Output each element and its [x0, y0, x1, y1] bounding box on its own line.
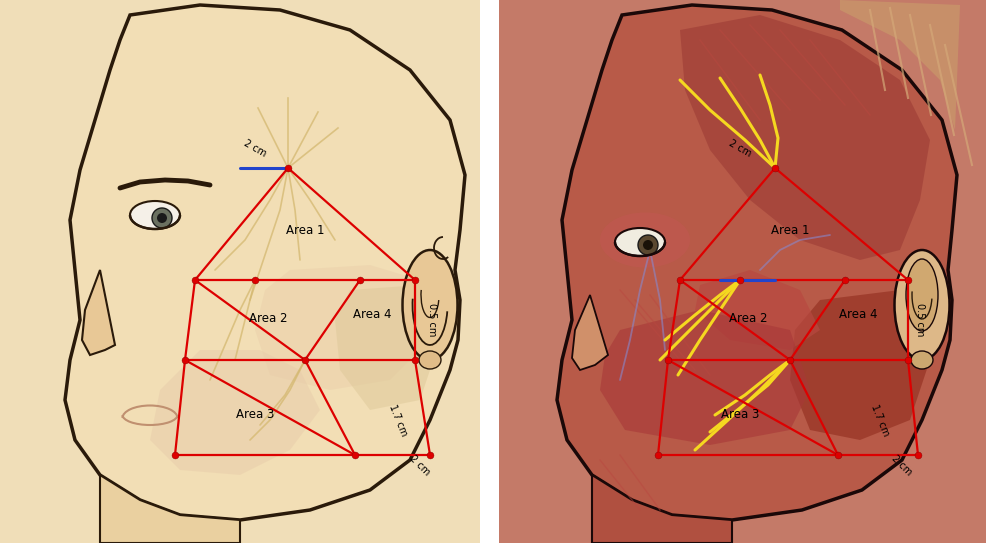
Text: 2 cm: 2 cm — [408, 453, 432, 477]
Ellipse shape — [600, 212, 690, 268]
Polygon shape — [65, 5, 465, 520]
Ellipse shape — [638, 235, 658, 255]
Polygon shape — [600, 310, 810, 445]
Text: Area 3: Area 3 — [236, 408, 274, 421]
Polygon shape — [82, 270, 115, 355]
Text: 1.7 cm: 1.7 cm — [869, 403, 891, 437]
Text: Area 4: Area 4 — [839, 308, 878, 321]
Bar — [485, 0, 499, 543]
Ellipse shape — [130, 201, 180, 229]
Text: Area 2: Area 2 — [729, 312, 767, 325]
Polygon shape — [790, 290, 930, 440]
Ellipse shape — [894, 250, 950, 360]
Text: Area 2: Area 2 — [248, 312, 287, 325]
Ellipse shape — [906, 259, 938, 331]
Ellipse shape — [911, 351, 933, 369]
Polygon shape — [840, 0, 960, 130]
Ellipse shape — [157, 213, 167, 223]
Text: Area 4: Area 4 — [353, 308, 391, 321]
Text: 1.7 cm: 1.7 cm — [387, 403, 409, 437]
Polygon shape — [255, 265, 430, 390]
Polygon shape — [592, 475, 732, 543]
Text: 2 cm: 2 cm — [890, 453, 914, 477]
Text: 2 cm: 2 cm — [242, 137, 268, 159]
Polygon shape — [695, 270, 820, 350]
Polygon shape — [150, 350, 320, 475]
Text: Area 3: Area 3 — [721, 408, 759, 421]
Polygon shape — [335, 285, 440, 410]
Text: 0.5 cm: 0.5 cm — [427, 304, 437, 337]
Ellipse shape — [643, 240, 653, 250]
Text: Area 1: Area 1 — [286, 224, 324, 237]
Polygon shape — [572, 295, 608, 370]
Text: 2 cm: 2 cm — [727, 137, 753, 159]
Ellipse shape — [152, 208, 172, 228]
Ellipse shape — [419, 351, 441, 369]
Ellipse shape — [402, 250, 458, 360]
Ellipse shape — [615, 228, 665, 256]
Bar — [480, 0, 496, 543]
Bar — [493, 0, 986, 543]
Text: 0.5 cm: 0.5 cm — [915, 304, 925, 337]
Polygon shape — [680, 15, 930, 260]
Polygon shape — [557, 5, 957, 520]
Polygon shape — [100, 475, 240, 543]
Bar — [0, 0, 493, 543]
Text: Area 1: Area 1 — [771, 224, 810, 237]
